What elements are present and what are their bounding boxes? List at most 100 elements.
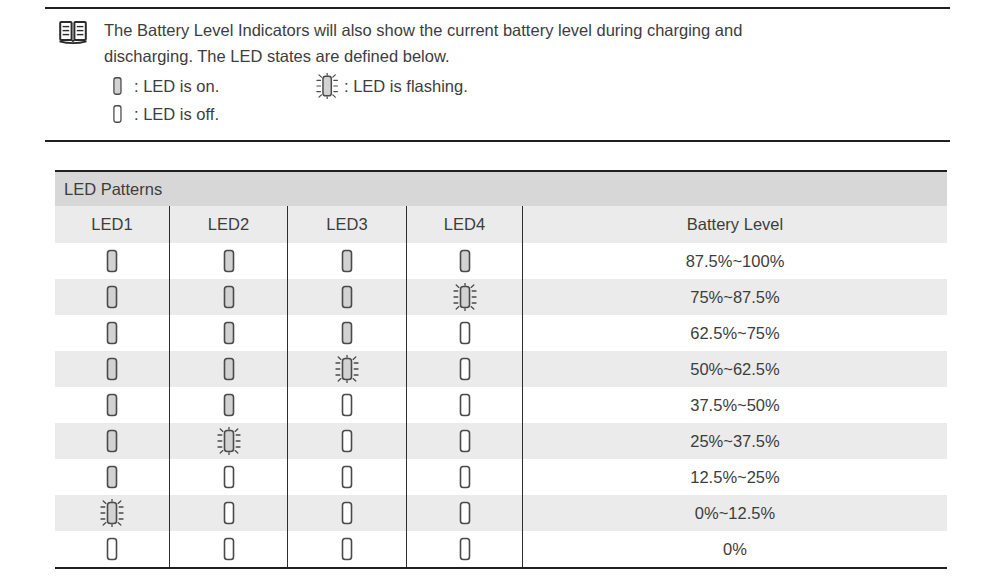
column-header-battery-level: Battery Level [523, 206, 947, 243]
column-header-led3: LED3 [288, 206, 407, 243]
led-flashing-icon [100, 499, 124, 527]
led-state-cell [407, 279, 523, 315]
led-state-cell [407, 351, 523, 387]
led-flashing-icon [335, 355, 359, 383]
led-state-cell [407, 531, 523, 567]
table-row: 87.5%~100% [55, 243, 947, 279]
table-row: 37.5%~50% [55, 387, 947, 423]
led-state-cell [170, 315, 288, 351]
led-state-cell [407, 243, 523, 279]
led-on-icon [217, 355, 241, 383]
led-patterns-table: LED Patterns LED1 LED2 LED3 LED4 Battery… [55, 170, 947, 569]
led-state-cell [170, 243, 288, 279]
led-off-icon [217, 463, 241, 491]
led-state-cell [55, 531, 170, 567]
led-table-body: 87.5%~100%75%~87.5%62.5%~75%50%~62.5%37.… [55, 243, 947, 567]
led-state-cell [55, 387, 170, 423]
led-on-icon [217, 283, 241, 311]
column-header-led2: LED2 [170, 206, 288, 243]
column-header-led4: LED4 [407, 206, 523, 243]
led-on-icon [100, 427, 124, 455]
led-state-cell [55, 351, 170, 387]
battery-level-cell: 0%~12.5% [523, 495, 947, 531]
led-state-cell [55, 495, 170, 531]
led-state-cell [407, 423, 523, 459]
led-state-cell [55, 315, 170, 351]
led-on-icon [335, 283, 359, 311]
led-on-icon [100, 283, 124, 311]
led-state-cell [55, 459, 170, 495]
led-on-icon [100, 355, 124, 383]
legend-led-on: : LED is on. [104, 73, 314, 99]
led-off-icon [335, 427, 359, 455]
led-state-cell [55, 279, 170, 315]
battery-level-cell: 25%~37.5% [523, 423, 947, 459]
led-off-icon [217, 499, 241, 527]
note-line-1: The Battery Level Indicators will also s… [104, 17, 742, 43]
led-state-cell [55, 243, 170, 279]
note-line-2: discharging. The LED states are defined … [104, 43, 742, 69]
led-off-icon [453, 427, 477, 455]
battery-level-cell: 37.5%~50% [523, 387, 947, 423]
led-off-icon [217, 535, 241, 563]
led-off-icon [335, 535, 359, 563]
battery-level-cell: 75%~87.5% [523, 279, 947, 315]
led-states-legend: : LED is on. : LED is flashing. : LED is… [104, 72, 742, 128]
led-state-cell [288, 387, 407, 423]
legend-led-on-label: : LED is on. [134, 73, 219, 99]
led-off-icon [335, 391, 359, 419]
led-state-cell [170, 387, 288, 423]
led-off-icon [453, 355, 477, 383]
led-on-icon [104, 75, 130, 97]
led-state-cell [407, 315, 523, 351]
led-flashing-icon [314, 73, 340, 99]
led-off-icon [335, 463, 359, 491]
led-on-icon [217, 319, 241, 347]
column-header-led1: LED1 [55, 206, 170, 243]
led-on-icon [453, 247, 477, 275]
led-state-cell [288, 351, 407, 387]
table-row: 0%~12.5% [55, 495, 947, 531]
led-state-cell [407, 459, 523, 495]
led-flashing-icon [217, 427, 241, 455]
manual-page: The Battery Level Indicators will also s… [0, 0, 986, 577]
led-state-cell [288, 315, 407, 351]
led-on-icon [335, 319, 359, 347]
led-off-icon [453, 499, 477, 527]
led-on-icon [217, 391, 241, 419]
led-off-icon [104, 103, 130, 125]
legend-led-off-label: : LED is off. [134, 101, 219, 127]
led-off-icon [335, 499, 359, 527]
led-on-icon [100, 463, 124, 491]
battery-level-cell: 0% [523, 531, 947, 567]
note-paragraph: The Battery Level Indicators will also s… [104, 17, 742, 69]
led-state-cell [170, 495, 288, 531]
battery-level-cell: 87.5%~100% [523, 243, 947, 279]
table-row: 12.5%~25% [55, 459, 947, 495]
table-title: LED Patterns [55, 172, 947, 206]
battery-level-cell: 50%~62.5% [523, 351, 947, 387]
led-off-icon [453, 319, 477, 347]
led-on-icon [217, 247, 241, 275]
led-off-icon [453, 535, 477, 563]
table-row: 50%~62.5% [55, 351, 947, 387]
led-state-cell [288, 459, 407, 495]
table-row: 0% [55, 531, 947, 567]
led-state-cell [288, 279, 407, 315]
led-state-cell [288, 495, 407, 531]
led-state-cell [55, 423, 170, 459]
led-on-icon [335, 247, 359, 275]
table-row: 62.5%~75% [55, 315, 947, 351]
table-row: 25%~37.5% [55, 423, 947, 459]
led-on-icon [100, 391, 124, 419]
led-state-cell [170, 423, 288, 459]
table-header-row: LED1 LED2 LED3 LED4 Battery Level [55, 206, 947, 243]
table-row: 75%~87.5% [55, 279, 947, 315]
battery-level-cell: 12.5%~25% [523, 459, 947, 495]
led-on-icon [100, 247, 124, 275]
led-state-cell [170, 531, 288, 567]
led-state-cell [170, 351, 288, 387]
led-off-icon [453, 391, 477, 419]
led-state-cell [288, 423, 407, 459]
battery-level-cell: 62.5%~75% [523, 315, 947, 351]
